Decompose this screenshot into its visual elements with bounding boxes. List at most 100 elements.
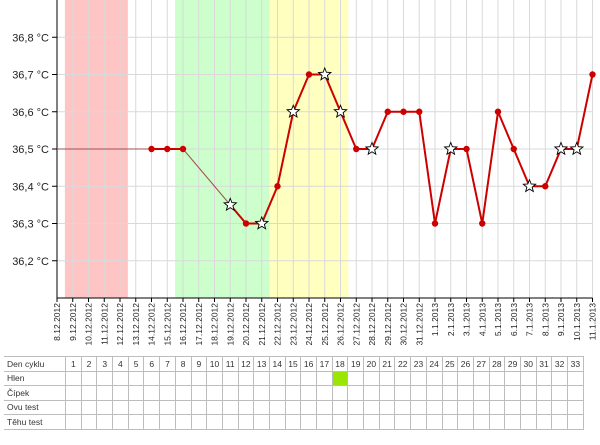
day-cell xyxy=(394,399,412,415)
row-label: Ovu test xyxy=(4,399,66,415)
day-cell xyxy=(551,414,568,430)
line-segment xyxy=(276,111,295,187)
data-point xyxy=(494,108,502,115)
day-cell xyxy=(347,414,365,430)
x-tick-label: 10.12.2012 xyxy=(84,303,94,346)
data-point xyxy=(431,220,439,227)
data-point-star xyxy=(553,141,569,156)
data-point-star xyxy=(222,197,238,212)
day-number-cell: 33 xyxy=(567,356,584,372)
x-tick-label: 8.12.2012 xyxy=(52,303,62,341)
day-cell xyxy=(441,414,459,430)
data-point-star xyxy=(317,66,333,81)
day-cell xyxy=(441,399,459,415)
day-cell xyxy=(300,385,317,401)
day-number-cell: 14 xyxy=(268,356,286,372)
data-point-star xyxy=(522,178,537,193)
day-cell xyxy=(268,414,286,430)
day-number-cell: 25 xyxy=(441,356,459,372)
day-cell xyxy=(80,370,98,386)
line-segment xyxy=(544,148,562,187)
day-cell xyxy=(504,385,521,401)
day-cell xyxy=(410,414,427,430)
day-cell xyxy=(504,370,521,386)
day-cell xyxy=(331,385,349,401)
day-cell xyxy=(96,414,114,430)
table-header-row: Den cyklu 1 2 3 4 5 6 7 8 9 10 11 12 13 14 15 16 17 18 19 20… xyxy=(4,356,584,372)
x-tick-label: 20.12.2012 xyxy=(241,303,251,346)
x-tick-label: 25.12.2012 xyxy=(320,303,330,346)
data-point-star xyxy=(569,141,585,156)
day-cell xyxy=(472,399,490,415)
day-cell xyxy=(551,370,568,386)
temperature-chart: 36,2 °C 36,3 °C 36,4 °C 36,5 °C 36,6 °C 36,7 … xyxy=(12,0,598,346)
x-tick-label: 28.12.2012 xyxy=(367,303,377,346)
day-cell xyxy=(567,385,584,401)
day-cell xyxy=(394,414,412,430)
day-cell xyxy=(96,399,114,415)
day-cell xyxy=(143,399,161,415)
day-cell xyxy=(535,370,553,386)
day-cell xyxy=(143,414,161,430)
day-cell xyxy=(174,414,192,430)
line-segment xyxy=(323,74,342,113)
day-cell xyxy=(441,370,459,386)
day-cell xyxy=(363,399,380,415)
data-point xyxy=(463,145,470,153)
day-cell xyxy=(519,414,537,430)
line-segment xyxy=(481,111,499,224)
x-tick-label: 30.12.2012 xyxy=(399,303,409,346)
x-tick-label: 11.12.2012 xyxy=(99,303,109,345)
day-cell xyxy=(237,414,255,430)
day-number-cell: 17 xyxy=(316,356,333,372)
table-row: Ovu test xyxy=(4,399,584,415)
data-point xyxy=(179,145,187,153)
day-cell xyxy=(159,399,176,415)
row-label: Den cyklu xyxy=(4,356,66,372)
data-point xyxy=(242,220,250,227)
x-tick-label: 23.12.2012 xyxy=(288,303,298,346)
day-cell xyxy=(457,385,474,401)
day-cell xyxy=(378,399,396,415)
day-cell xyxy=(284,385,302,401)
day-number-cell: 21 xyxy=(378,356,396,372)
day-cell xyxy=(112,399,129,415)
day-number-cell: 19 xyxy=(347,356,365,372)
day-cell xyxy=(253,414,270,430)
day-cell xyxy=(472,414,490,430)
day-number-cell: 12 xyxy=(237,356,255,372)
line-segment xyxy=(182,148,231,206)
x-tick-label: 26.12.2012 xyxy=(336,303,346,346)
day-number-cell: 6 xyxy=(143,356,161,372)
day-cell xyxy=(206,399,223,415)
day-cell xyxy=(488,414,506,430)
day-cell xyxy=(378,414,396,430)
x-tick-label: 8.1.2013 xyxy=(540,303,550,336)
data-point xyxy=(510,145,517,153)
x-tick-label: 9.12.2012 xyxy=(68,303,78,341)
data-point xyxy=(274,183,281,190)
y-tick-label: 36,5 °C xyxy=(12,144,49,156)
y-tick-label: 36,7 °C xyxy=(12,70,49,82)
day-cell xyxy=(284,414,302,430)
line-segment xyxy=(292,74,310,113)
line-segment xyxy=(575,74,594,150)
day-cell xyxy=(159,370,176,386)
day-cell xyxy=(316,370,333,386)
line-segment xyxy=(434,148,452,224)
day-cell xyxy=(363,370,380,386)
y-tick-label: 36,2 °C xyxy=(12,256,49,268)
y-tick-label: 36,4 °C xyxy=(12,181,49,193)
data-point xyxy=(384,108,391,115)
data-point xyxy=(353,145,360,153)
x-tick-label: 10.1.2013 xyxy=(572,303,582,341)
day-number-cell: 18 xyxy=(331,356,349,372)
day-cell xyxy=(237,399,255,415)
day-cell xyxy=(472,385,490,401)
x-tick-label: 2.1.2013 xyxy=(446,303,456,336)
x-tick-label: 6.1.2013 xyxy=(509,303,519,336)
day-cell xyxy=(237,370,255,386)
day-cell xyxy=(206,370,223,386)
x-tick-label: 27.12.2012 xyxy=(351,303,361,346)
day-number-cell: 2 xyxy=(80,356,98,372)
